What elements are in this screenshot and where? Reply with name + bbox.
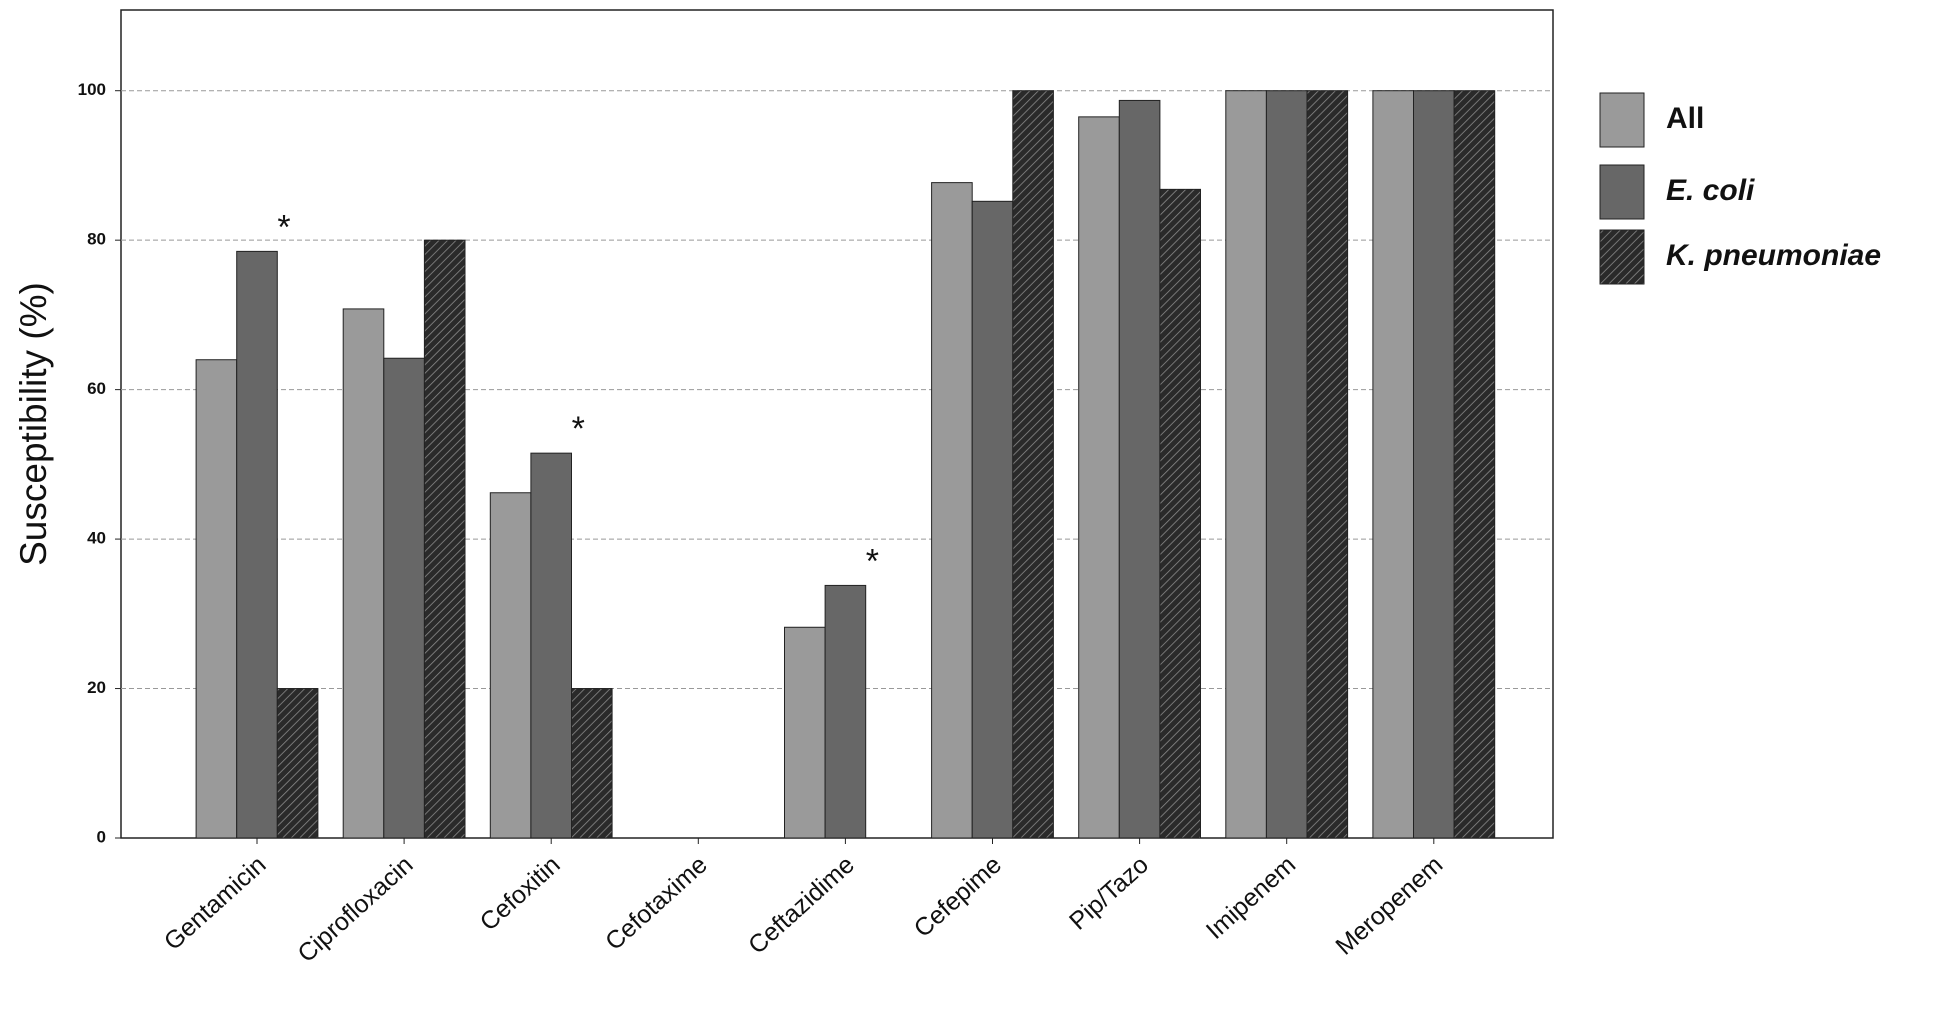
legend-swatch xyxy=(1599,229,1645,285)
bar xyxy=(423,239,466,839)
y-axis-title: Susceptibility (%) xyxy=(13,282,54,566)
bar xyxy=(530,452,573,839)
x-tick-label: Cefotaxime xyxy=(600,851,713,956)
y-tick-label: 40 xyxy=(87,529,106,548)
legend-label: All xyxy=(1666,102,1704,135)
bar xyxy=(1118,99,1161,839)
y-tick-label: 60 xyxy=(87,379,106,398)
y-tick-label: 20 xyxy=(87,678,106,697)
y-tick-label: 80 xyxy=(87,230,106,249)
bar xyxy=(571,688,613,839)
legend-label: E. coli xyxy=(1666,174,1755,207)
bar xyxy=(971,200,1014,839)
significance-marker: * xyxy=(572,410,585,448)
bar xyxy=(931,182,973,839)
x-tick-label: Ceftazidime xyxy=(743,851,860,960)
bar xyxy=(1265,90,1308,839)
bar xyxy=(1159,188,1202,839)
x-tick-label: Cefoxitin xyxy=(475,851,566,937)
bar xyxy=(824,584,867,839)
legend-label: K. pneumoniae xyxy=(1666,239,1881,272)
legend-swatch xyxy=(1599,92,1645,148)
bar xyxy=(342,308,385,839)
x-tick-label: Imipenem xyxy=(1201,851,1301,945)
bar xyxy=(1012,90,1054,839)
bar xyxy=(195,359,238,839)
bar xyxy=(1453,90,1496,839)
x-tick-label: Ciprofloxacin xyxy=(292,851,418,969)
bar xyxy=(1225,90,1267,839)
y-tick-label: 0 xyxy=(97,827,106,846)
x-tick-label: Pip/Tazo xyxy=(1064,851,1154,936)
bar xyxy=(1306,90,1349,839)
bar xyxy=(784,626,826,839)
x-tick-label: Cefepime xyxy=(909,851,1007,943)
bar xyxy=(1413,90,1455,839)
bar xyxy=(489,492,532,839)
bar xyxy=(236,250,278,839)
x-tick-label: Meropenem xyxy=(1330,851,1448,961)
bar xyxy=(276,688,319,839)
significance-marker: * xyxy=(866,542,879,580)
significance-marker: * xyxy=(277,208,290,246)
legend-swatch xyxy=(1599,164,1645,220)
bar xyxy=(383,357,425,839)
y-tick-label: 100 xyxy=(78,80,106,99)
x-tick-label: Gentamicin xyxy=(159,851,272,956)
bar xyxy=(1372,90,1415,839)
bar xyxy=(1078,116,1120,839)
